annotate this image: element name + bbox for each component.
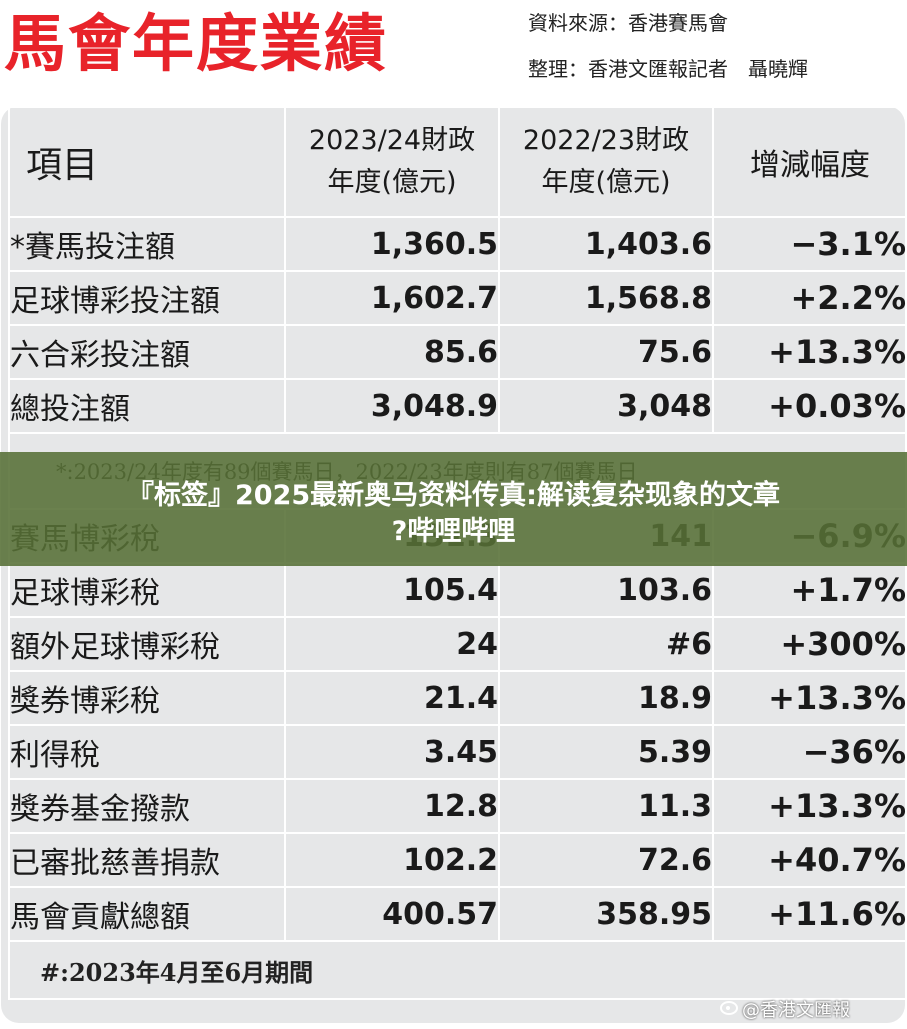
change-value: +0.03% [712, 378, 907, 434]
value-2022-23: 75.6 [498, 324, 714, 380]
value-2022-23: 72.6 [498, 832, 714, 888]
editor-credit: 整理：香港文匯報記者 聶曉輝 [528, 57, 808, 81]
row-name: 足球博彩稅 [8, 562, 286, 618]
table-row: 六合彩投注額 85.6 75.6 +13.3% [8, 324, 907, 380]
value-2023-24: 12.8 [284, 778, 500, 834]
row-name: 總投注額 [8, 378, 286, 434]
change-value: −36% [712, 724, 907, 780]
change-value: +1.7% [712, 562, 907, 618]
table-row: 獎券基金撥款 12.8 11.3 +13.3% [8, 778, 907, 834]
value-2022-23: 5.39 [498, 724, 714, 780]
change-value: +13.3% [712, 670, 907, 726]
row-name: 馬會貢獻總額 [8, 886, 286, 942]
value-2022-23: #6 [498, 616, 714, 672]
row-name: 六合彩投注額 [8, 324, 286, 380]
table-row: 足球博彩投注額 1,602.7 1,568.8 +2.2% [8, 270, 907, 326]
row-name: 獎券基金撥款 [8, 778, 286, 834]
value-2022-23: 11.3 [498, 778, 714, 834]
value-2023-24: 21.4 [284, 670, 500, 726]
change-value: −3.1% [712, 216, 907, 272]
change-value: +13.3% [712, 324, 907, 380]
change-value: +300% [712, 616, 907, 672]
value-2023-24: 1,360.5 [284, 216, 500, 272]
table-row: 已審批慈善捐款 102.2 72.6 +40.7% [8, 832, 907, 888]
page-title: 馬會年度業績 [4, 7, 389, 80]
value-2023-24: 3,048.9 [284, 378, 500, 434]
value-2022-23: 1,403.6 [498, 216, 714, 272]
header-2023-24: 2023/24財政 年度(億元) [284, 106, 500, 218]
header-2023-24-line1: 2023/24財政 [308, 125, 476, 156]
value-2023-24: 85.6 [284, 324, 500, 380]
table-row: 馬會貢獻總額 400.57 358.95 +11.6% [8, 886, 907, 942]
row-name: 已審批慈善捐款 [8, 832, 286, 888]
value-2023-24: 102.2 [284, 832, 500, 888]
value-2023-24: 3.45 [284, 724, 500, 780]
value-2023-24: 1,602.7 [284, 270, 500, 326]
value-2023-24: 400.57 [284, 886, 500, 942]
source-credit: 資料來源：香港賽馬會 [528, 11, 728, 35]
change-value: +13.3% [712, 778, 907, 834]
row-name: 足球博彩投注額 [8, 270, 286, 326]
header-2022-23-line2: 年度(億元) [541, 167, 671, 198]
value-2022-23: 18.9 [498, 670, 714, 726]
change-value: +11.6% [712, 886, 907, 942]
table-row: 總投注額 3,048.9 3,048 +0.03% [8, 378, 907, 434]
header-2022-23-line1: 2022/23財政 [522, 125, 690, 156]
footnote-row-hash: #:2023年4月至6月期間 [8, 940, 907, 1000]
table-row: 額外足球博彩稅 24 #6 +300% [8, 616, 907, 672]
title-overlay-banner: 『标签』2025最新奥马资料传真:解读复杂现象的文章 ?哔哩哔哩 [0, 452, 907, 566]
row-name: 利得稅 [8, 724, 286, 780]
watermark: @香港文匯報 [742, 1000, 850, 1021]
row-name: *賽馬投注額 [8, 216, 286, 272]
header-2023-24-line2: 年度(億元) [327, 167, 457, 198]
value-2023-24: 105.4 [284, 562, 500, 618]
table-row: 足球博彩稅 105.4 103.6 +1.7% [8, 562, 907, 618]
table-row: 利得稅 3.45 5.39 −36% [8, 724, 907, 780]
value-2022-23: 358.95 [498, 886, 714, 942]
table-header-row: 項目 2023/24財政 年度(億元) 2022/23財政 年度(億元) 增減幅… [8, 106, 907, 218]
header-change: 增減幅度 [712, 106, 907, 218]
value-2022-23: 103.6 [498, 562, 714, 618]
header-item: 項目 [8, 106, 286, 218]
overlay-title-line1: 『标签』2025最新奥马资料传真:解读复杂现象的文章 [127, 480, 780, 511]
row-name: 獎券博彩稅 [8, 670, 286, 726]
change-value: +2.2% [712, 270, 907, 326]
value-2023-24: 24 [284, 616, 500, 672]
table-row: *賽馬投注額 1,360.5 1,403.6 −3.1% [8, 216, 907, 272]
value-2022-23: 3,048 [498, 378, 714, 434]
change-value: +40.7% [712, 832, 907, 888]
value-2022-23: 1,568.8 [498, 270, 714, 326]
row-name: 額外足球博彩稅 [8, 616, 286, 672]
table-row: 獎券博彩稅 21.4 18.9 +13.3% [8, 670, 907, 726]
overlay-title-line2: ?哔哩哔哩 [391, 516, 516, 547]
weibo-logo-icon [720, 1001, 738, 1015]
footnote-hash: #:2023年4月至6月期間 [8, 940, 907, 1000]
header-2022-23: 2022/23財政 年度(億元) [498, 106, 714, 218]
